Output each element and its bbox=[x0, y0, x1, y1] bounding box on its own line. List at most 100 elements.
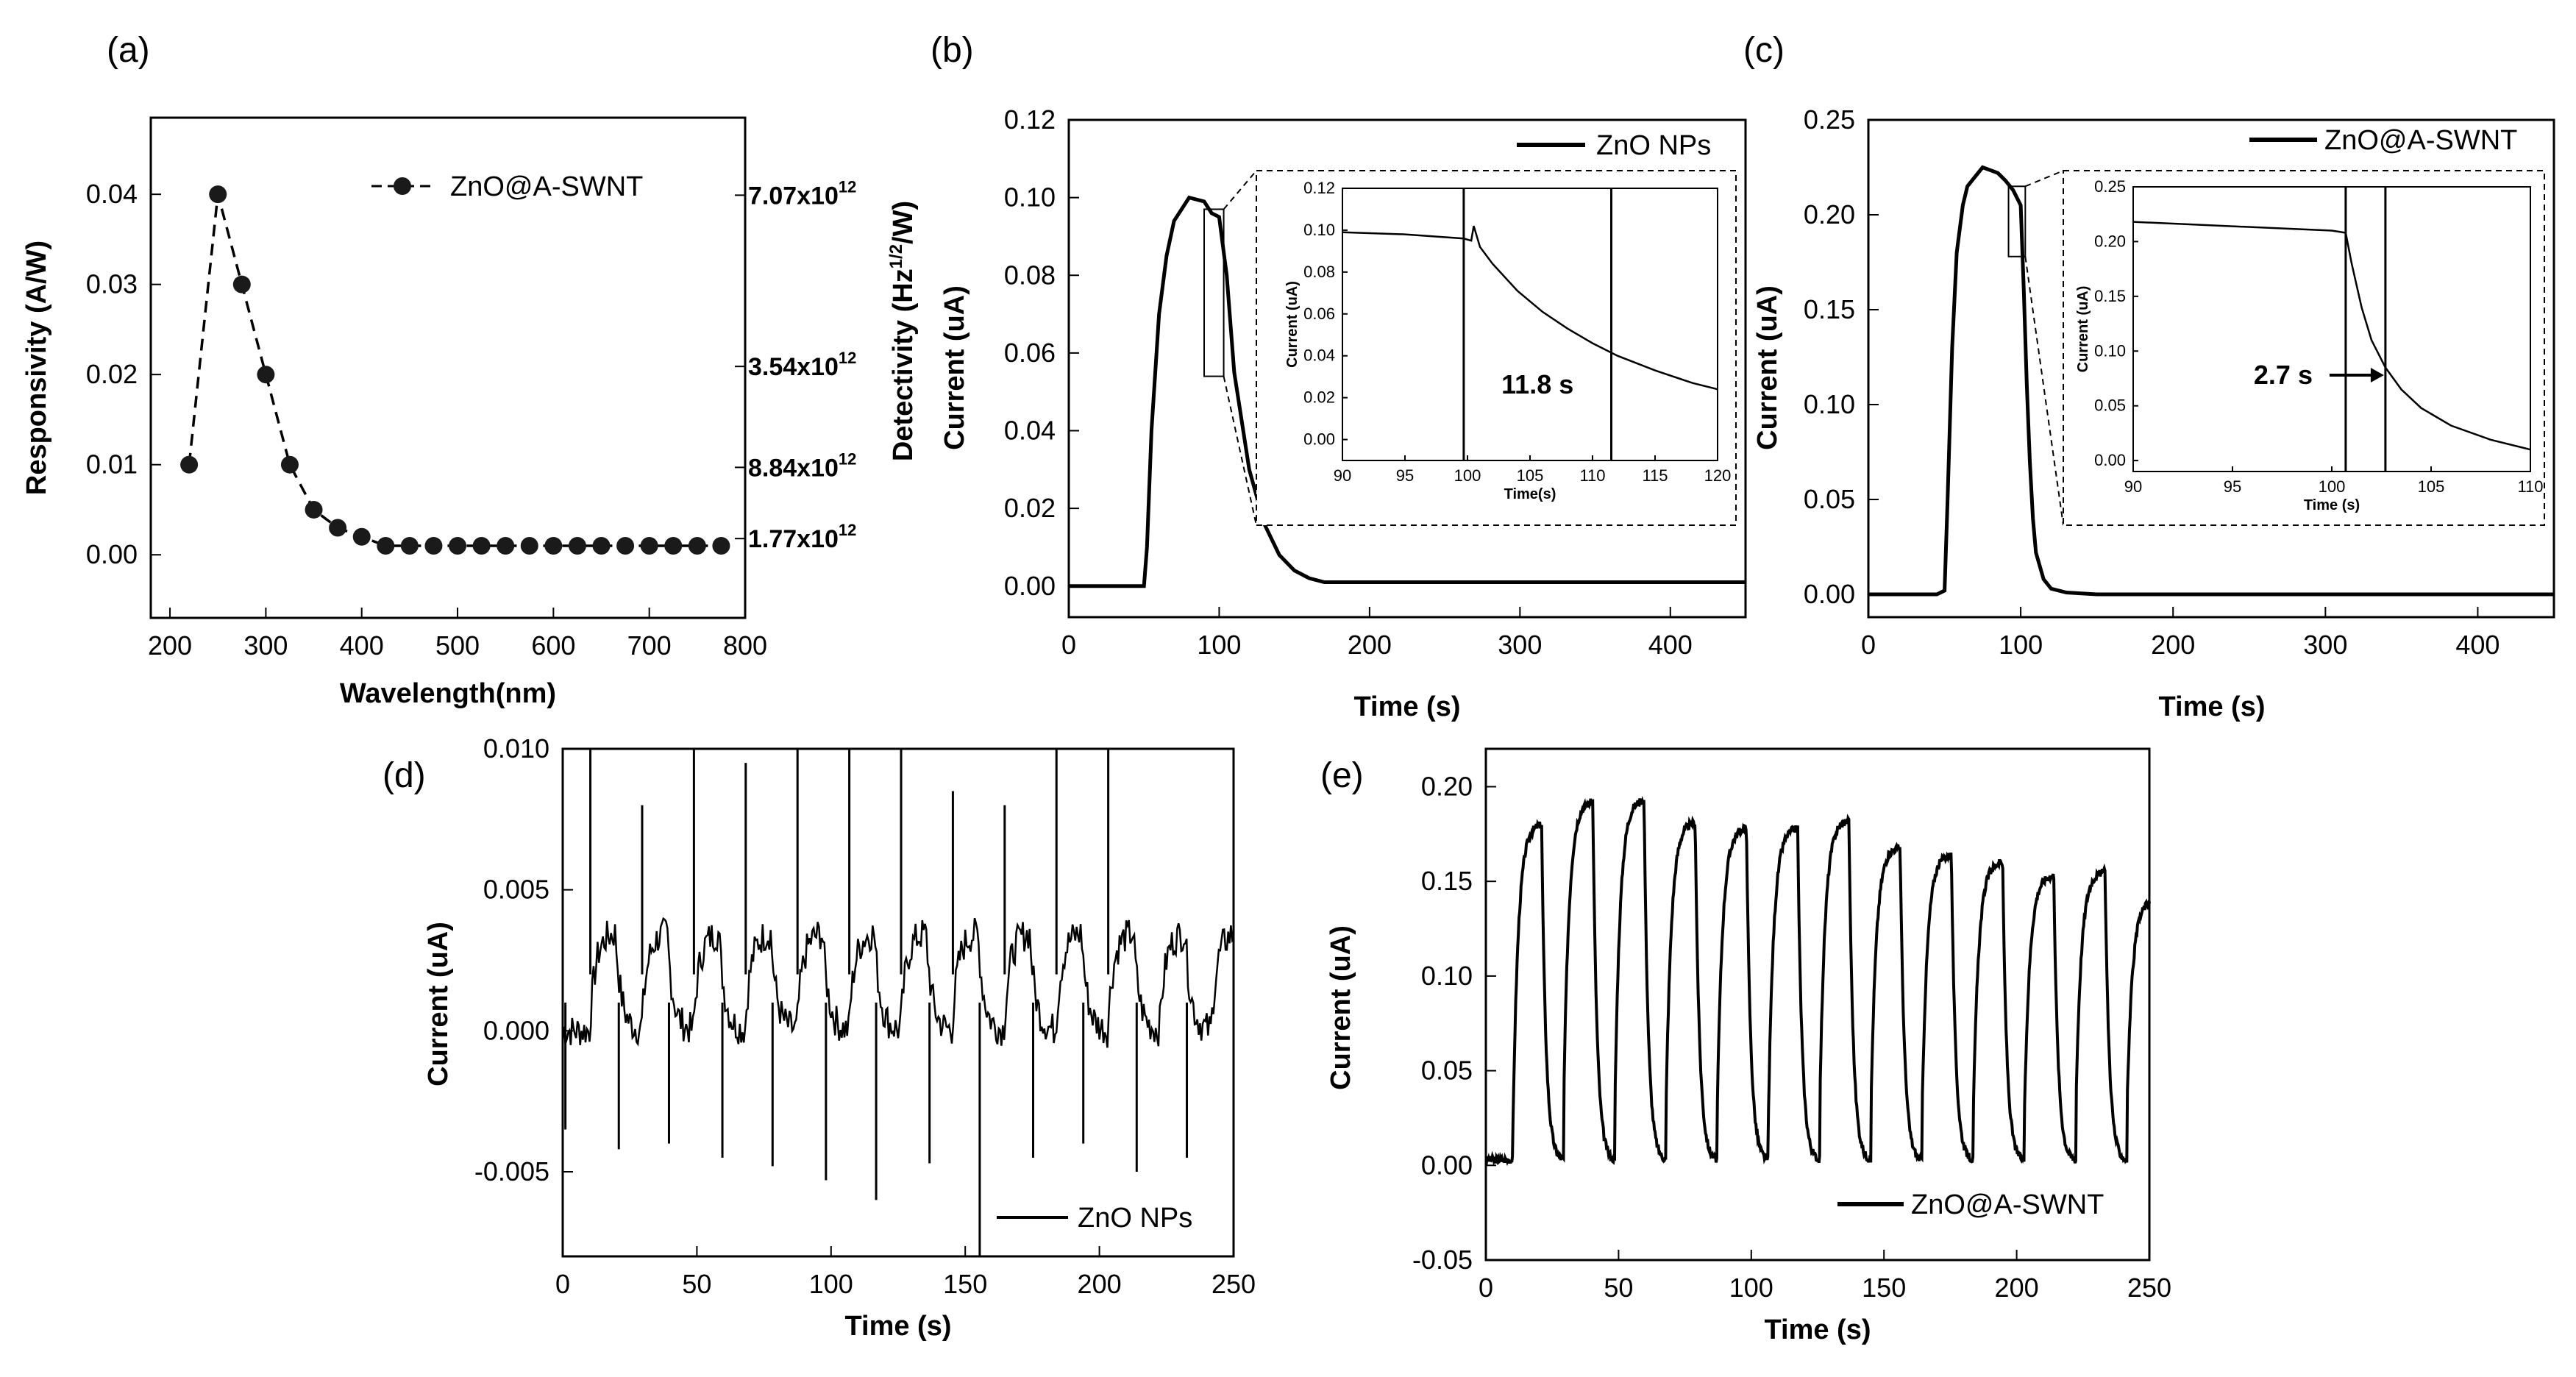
b-inset-ytick-label-5: 0.10 bbox=[1303, 221, 1335, 239]
a-ytick-label-4: 0.04 bbox=[86, 179, 138, 209]
b-ytick-label-5: 0.10 bbox=[1004, 182, 1056, 213]
panel-b-axes-frame bbox=[1067, 118, 1747, 619]
c-inset-ytick-label-3: 0.15 bbox=[2094, 287, 2126, 305]
a-point-17 bbox=[592, 536, 611, 555]
c-inset-xtick-label-4: 110 bbox=[2517, 477, 2543, 496]
a-right-tick-exp-2: 12 bbox=[839, 449, 856, 468]
b-inset-ytick-label-2: 0.04 bbox=[1303, 346, 1335, 365]
panel-c-label: (c) bbox=[1743, 31, 1785, 70]
a-right-tick-label-3: 1.77x1012 bbox=[748, 521, 856, 553]
panel-c-ticks: 0 100 200 300 400 0.00 0.05 0.10 0.15 0.20 0.25 bbox=[1804, 104, 2500, 660]
panel-e-data bbox=[1484, 795, 2151, 1167]
a-ytick-label-0: 0.00 bbox=[86, 539, 138, 569]
panel-e-label: (e) bbox=[1320, 756, 1364, 795]
panel-c: (c) 0 100 200 300 400 0.00 0.05 0.10 0.15 0.20 0.2… bbox=[1743, 31, 2555, 722]
panel-b-legend-label: ZnO NPs bbox=[1596, 130, 1711, 161]
b-ytick-label-4: 0.08 bbox=[1004, 260, 1056, 290]
d-xtick-label-0: 0 bbox=[555, 1269, 570, 1299]
panel-d-legend: ZnO NPs bbox=[997, 1203, 1192, 1234]
e-xtick-label-3: 150 bbox=[1862, 1273, 1906, 1303]
a-point-22 bbox=[712, 536, 730, 555]
panel-b-inset: 90 95 100 105 110 115 120 0.00 0.02 0.04 0.06 0.08 0… bbox=[1203, 170, 1737, 526]
e-xtick-label-1: 50 bbox=[1604, 1273, 1633, 1303]
b-inset-ytick-label-6: 0.12 bbox=[1303, 179, 1335, 197]
c-inset-ytick-label-4: 0.20 bbox=[2094, 232, 2126, 250]
b-zoom-box bbox=[1203, 208, 1225, 377]
c-inset-xtick-label-2: 100 bbox=[2319, 477, 2346, 496]
b-xtick-label-3: 300 bbox=[1498, 630, 1542, 660]
c-xtick-label-2: 200 bbox=[2151, 630, 2195, 660]
e-ytick-label-2: 0.05 bbox=[1421, 1056, 1473, 1086]
d-xtick-label-5: 250 bbox=[1211, 1269, 1256, 1299]
a-point-18 bbox=[616, 536, 635, 555]
c-inset-xtick-label-0: 90 bbox=[2124, 477, 2142, 496]
panel-e-legend-label: ZnO@A-SWNT bbox=[1911, 1189, 2104, 1220]
b-inset-ytick-label-4: 0.08 bbox=[1303, 263, 1335, 281]
a-xtick-label-0: 200 bbox=[148, 630, 192, 661]
a-point-14 bbox=[520, 536, 538, 555]
c-inset-annotation: 2.7 s bbox=[2254, 360, 2313, 390]
b-ytick-label-2: 0.04 bbox=[1004, 416, 1056, 446]
panel-b-ylabel: Current (uA) bbox=[939, 285, 970, 450]
b-xtick-label-0: 0 bbox=[1061, 630, 1076, 660]
panel-a-right-ylabel-tail: /W) bbox=[888, 201, 919, 244]
c-inset-xtick-label-3: 105 bbox=[2418, 477, 2445, 496]
b-inset-xlabel: Time(s) bbox=[1504, 486, 1556, 502]
b-inset-ylabel: Current (uA) bbox=[1284, 281, 1301, 368]
panel-a-label: (a) bbox=[107, 31, 150, 70]
b-inset-ytick-label-3: 0.06 bbox=[1303, 305, 1335, 323]
c-ytick-label-2: 0.10 bbox=[1804, 389, 1855, 419]
b-inset-xtick-label-5: 115 bbox=[1642, 466, 1668, 485]
b-inset-xtick-label-6: 120 bbox=[1704, 466, 1732, 485]
a-point-3 bbox=[257, 366, 275, 384]
panel-e-legend: ZnO@A-SWNT bbox=[1837, 1189, 2104, 1220]
b-inset-xtick-label-2: 100 bbox=[1454, 466, 1481, 485]
panel-e: (e) 0 50 100 150 200 250 -0.05 0.00 0.05 0.10 0.15… bbox=[1320, 747, 2171, 1345]
c-inset-ytick-label-0: 0.00 bbox=[2094, 451, 2126, 469]
b-xtick-label-4: 400 bbox=[1648, 630, 1693, 660]
b-zoom-connector-bottom bbox=[1223, 376, 1257, 526]
b-inset-ytick-label-0: 0.00 bbox=[1303, 430, 1335, 449]
a-ytick-label-3: 0.03 bbox=[86, 269, 138, 299]
panel-c-legend: ZnO@A-SWNT bbox=[2249, 125, 2517, 156]
c-xtick-label-4: 400 bbox=[2455, 630, 2499, 660]
c-inset-xlabel: Time (s) bbox=[2304, 497, 2360, 513]
b-zoom-connector-top bbox=[1223, 170, 1257, 210]
a-right-tick-base-3: 1.77x10 bbox=[748, 525, 839, 553]
panel-a-data bbox=[180, 185, 730, 555]
panel-e-ticks: 0 50 100 150 200 250 -0.05 0.00 0.05 0.10 0.15 0.20 bbox=[1412, 771, 2171, 1303]
d-xtick-label-3: 150 bbox=[943, 1269, 987, 1299]
a-ytick-label-2: 0.02 bbox=[86, 359, 138, 389]
a-xtick-label-3: 500 bbox=[435, 630, 480, 661]
a-right-tick-label-1: 3.54x1012 bbox=[748, 349, 856, 381]
panel-d-data bbox=[561, 749, 1235, 1256]
a-point-15 bbox=[544, 536, 563, 555]
e-ytick-label-1: 0.00 bbox=[1421, 1150, 1473, 1180]
a-right-tick-exp-3: 12 bbox=[839, 521, 856, 539]
panel-b-legend: ZnO NPs bbox=[1517, 130, 1711, 161]
a-right-tick-label-0: 7.07x1012 bbox=[748, 177, 856, 210]
a-point-1 bbox=[209, 185, 227, 204]
panel-a-right-ylabel-main: Detectivity (Hz bbox=[888, 268, 919, 461]
panel-e-ylabel: Current (uA) bbox=[1326, 925, 1356, 1090]
b-inset-xtick-label-4: 110 bbox=[1579, 466, 1605, 485]
d-ytick-label-1: 0.000 bbox=[483, 1015, 549, 1045]
panel-d-axes-frame bbox=[561, 747, 1235, 1258]
e-xtick-label-5: 250 bbox=[2127, 1273, 2171, 1303]
e-xtick-label-2: 100 bbox=[1729, 1273, 1773, 1303]
a-point-11 bbox=[449, 536, 467, 555]
d-ytick-label-0: -0.005 bbox=[474, 1156, 549, 1186]
panel-a-ticks: 200 300 400 500 600 700 800 0.00 0.01 0.02 0.03 0.0… bbox=[86, 179, 767, 661]
panel-d-label: (d) bbox=[383, 756, 426, 795]
c-ytick-label-1: 0.05 bbox=[1804, 484, 1855, 514]
a-xtick-label-2: 400 bbox=[340, 630, 384, 661]
b-inset-xtick-label-3: 105 bbox=[1517, 466, 1544, 485]
e-ytick-label-3: 0.10 bbox=[1421, 961, 1473, 991]
a-ytick-label-1: 0.01 bbox=[86, 449, 138, 480]
panel-e-xlabel: Time (s) bbox=[1764, 1314, 1871, 1345]
b-ytick-label-6: 0.12 bbox=[1004, 104, 1056, 135]
panel-a-legend-label: ZnO@A-SWNT bbox=[450, 171, 643, 202]
panel-a-axes-frame bbox=[149, 116, 747, 619]
e-series-line bbox=[1484, 795, 2151, 1167]
